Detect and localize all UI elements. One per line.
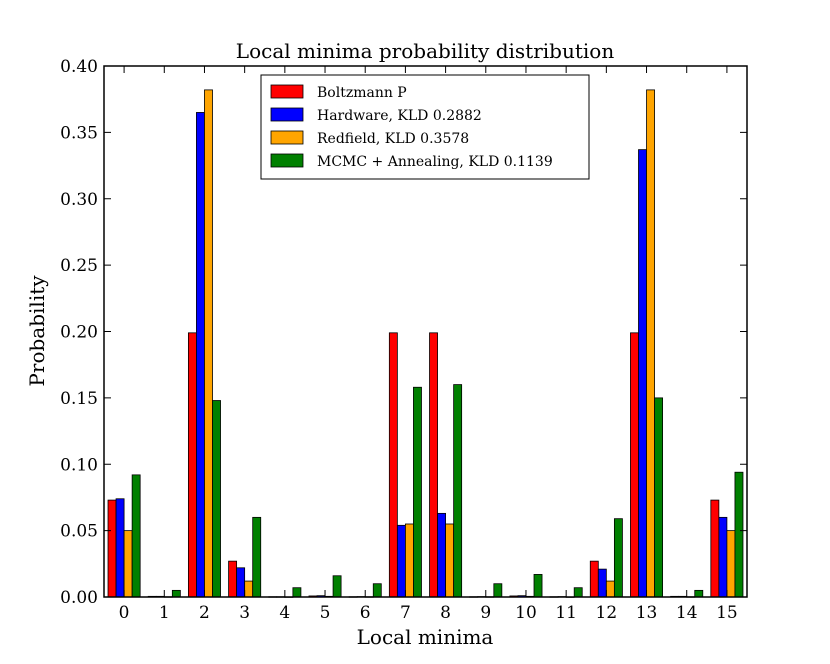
y-axis: 0.00 0.05 0.10 0.15 0.20 0.25 0.30 0.35 0.40 xyxy=(60,57,747,608)
x-tick-label: 13 xyxy=(636,603,658,623)
legend-box xyxy=(260,74,590,180)
bar-hardware-7 xyxy=(396,524,406,598)
bars-layer xyxy=(107,89,744,598)
bar-mcmc-annealing-5 xyxy=(332,575,342,598)
x-tick-label: 5 xyxy=(320,603,331,623)
x-tick-label: 12 xyxy=(596,603,618,623)
x-tick-label: 2 xyxy=(199,603,210,623)
bar-boltzmann-p-15 xyxy=(710,499,720,598)
bar-boltzmann-p-0 xyxy=(107,499,117,598)
bar-mcmc-annealing-14 xyxy=(694,589,704,598)
bar-mcmc-annealing-8 xyxy=(453,384,463,598)
y-tick-label: 0.40 xyxy=(60,57,98,77)
bar-mcmc-annealing-3 xyxy=(252,516,262,598)
y-tick-label: 0.00 xyxy=(60,588,98,608)
legend-swatch xyxy=(270,107,304,122)
y-tick-label: 0.10 xyxy=(60,455,98,475)
bar-redfield-13 xyxy=(646,89,655,598)
bar-redfield-15 xyxy=(726,530,736,598)
bar-hardware-12 xyxy=(597,568,607,598)
legend-swatch xyxy=(270,84,304,99)
x-tick-label: 10 xyxy=(515,603,537,623)
bar-redfield-2 xyxy=(204,89,213,598)
bar-mcmc-annealing-7 xyxy=(413,386,422,598)
bar-boltzmann-p-12 xyxy=(589,560,599,598)
bar-boltzmann-p-8 xyxy=(429,332,438,598)
x-tick-label: 11 xyxy=(555,603,577,623)
bar-boltzmann-p-2 xyxy=(187,332,197,598)
bar-mcmc-annealing-10 xyxy=(533,574,543,598)
y-axis-title: Probability xyxy=(25,275,49,387)
bar-hardware-15 xyxy=(718,516,728,598)
bar-boltzmann-p-13 xyxy=(630,332,639,598)
legend: Boltzmann P Hardware, KLD 0.2882 Redfield,… xyxy=(260,74,590,180)
x-tick-label: 6 xyxy=(360,603,371,623)
x-tick-label: 0 xyxy=(119,603,130,623)
y-tick-label: 0.30 xyxy=(60,190,98,210)
x-tick-label: 4 xyxy=(279,603,290,623)
chart-title: Local minima probability distribution xyxy=(236,39,615,63)
bar-hardware-8 xyxy=(437,512,446,598)
bar-redfield-7 xyxy=(405,523,414,598)
bar-boltzmann-p-3 xyxy=(228,560,238,598)
legend-swatch xyxy=(270,130,304,145)
legend-label: Boltzmann P xyxy=(317,85,407,101)
bar-hardware-3 xyxy=(236,567,246,598)
bar-mcmc-annealing-13 xyxy=(654,397,664,598)
bar-mcmc-annealing-11 xyxy=(573,587,583,598)
y-tick-label: 0.15 xyxy=(60,389,98,409)
bar-hardware-13 xyxy=(638,149,647,598)
bar-hardware-0 xyxy=(115,498,125,598)
y-tick-label: 0.35 xyxy=(60,123,98,143)
legend-label: MCMC + Annealing, KLD 0.1139 xyxy=(317,154,553,170)
bar-redfield-8 xyxy=(445,523,455,598)
y-tick-label: 0.05 xyxy=(60,522,98,542)
bar-boltzmann-p-7 xyxy=(388,332,398,598)
x-tick-label: 8 xyxy=(440,603,451,623)
bar-hardware-2 xyxy=(196,112,205,598)
bar-mcmc-annealing-12 xyxy=(613,518,623,598)
x-tick-label: 7 xyxy=(400,603,411,623)
x-axis-title: Local minima xyxy=(357,625,494,649)
legend-label: Redfield, KLD 0.3578 xyxy=(317,131,469,147)
y-tick-label: 0.20 xyxy=(60,323,98,343)
bar-redfield-3 xyxy=(244,580,254,598)
y-tick-label: 0.25 xyxy=(60,256,98,276)
bar-mcmc-annealing-4 xyxy=(292,587,302,598)
bar-mcmc-annealing-15 xyxy=(734,471,744,598)
bar-redfield-0 xyxy=(123,530,133,598)
x-tick-label: 15 xyxy=(716,603,738,623)
legend-label: Hardware, KLD 0.2882 xyxy=(317,108,482,124)
x-tick-label: 14 xyxy=(676,603,698,623)
bar-redfield-12 xyxy=(605,580,615,598)
x-axis: 0 1 2 3 4 5 6 7 8 9 10 11 12 13 14 15 xyxy=(119,66,738,623)
x-tick-label: 9 xyxy=(480,603,491,623)
x-tick-label: 3 xyxy=(239,603,250,623)
x-tick-label: 1 xyxy=(159,603,170,623)
bar-mcmc-annealing-9 xyxy=(493,583,503,598)
bar-mcmc-annealing-2 xyxy=(212,400,221,598)
bar-mcmc-annealing-6 xyxy=(372,583,382,598)
bar-mcmc-annealing-1 xyxy=(171,589,181,598)
legend-swatch xyxy=(270,153,304,168)
bar-mcmc-annealing-0 xyxy=(131,474,141,598)
